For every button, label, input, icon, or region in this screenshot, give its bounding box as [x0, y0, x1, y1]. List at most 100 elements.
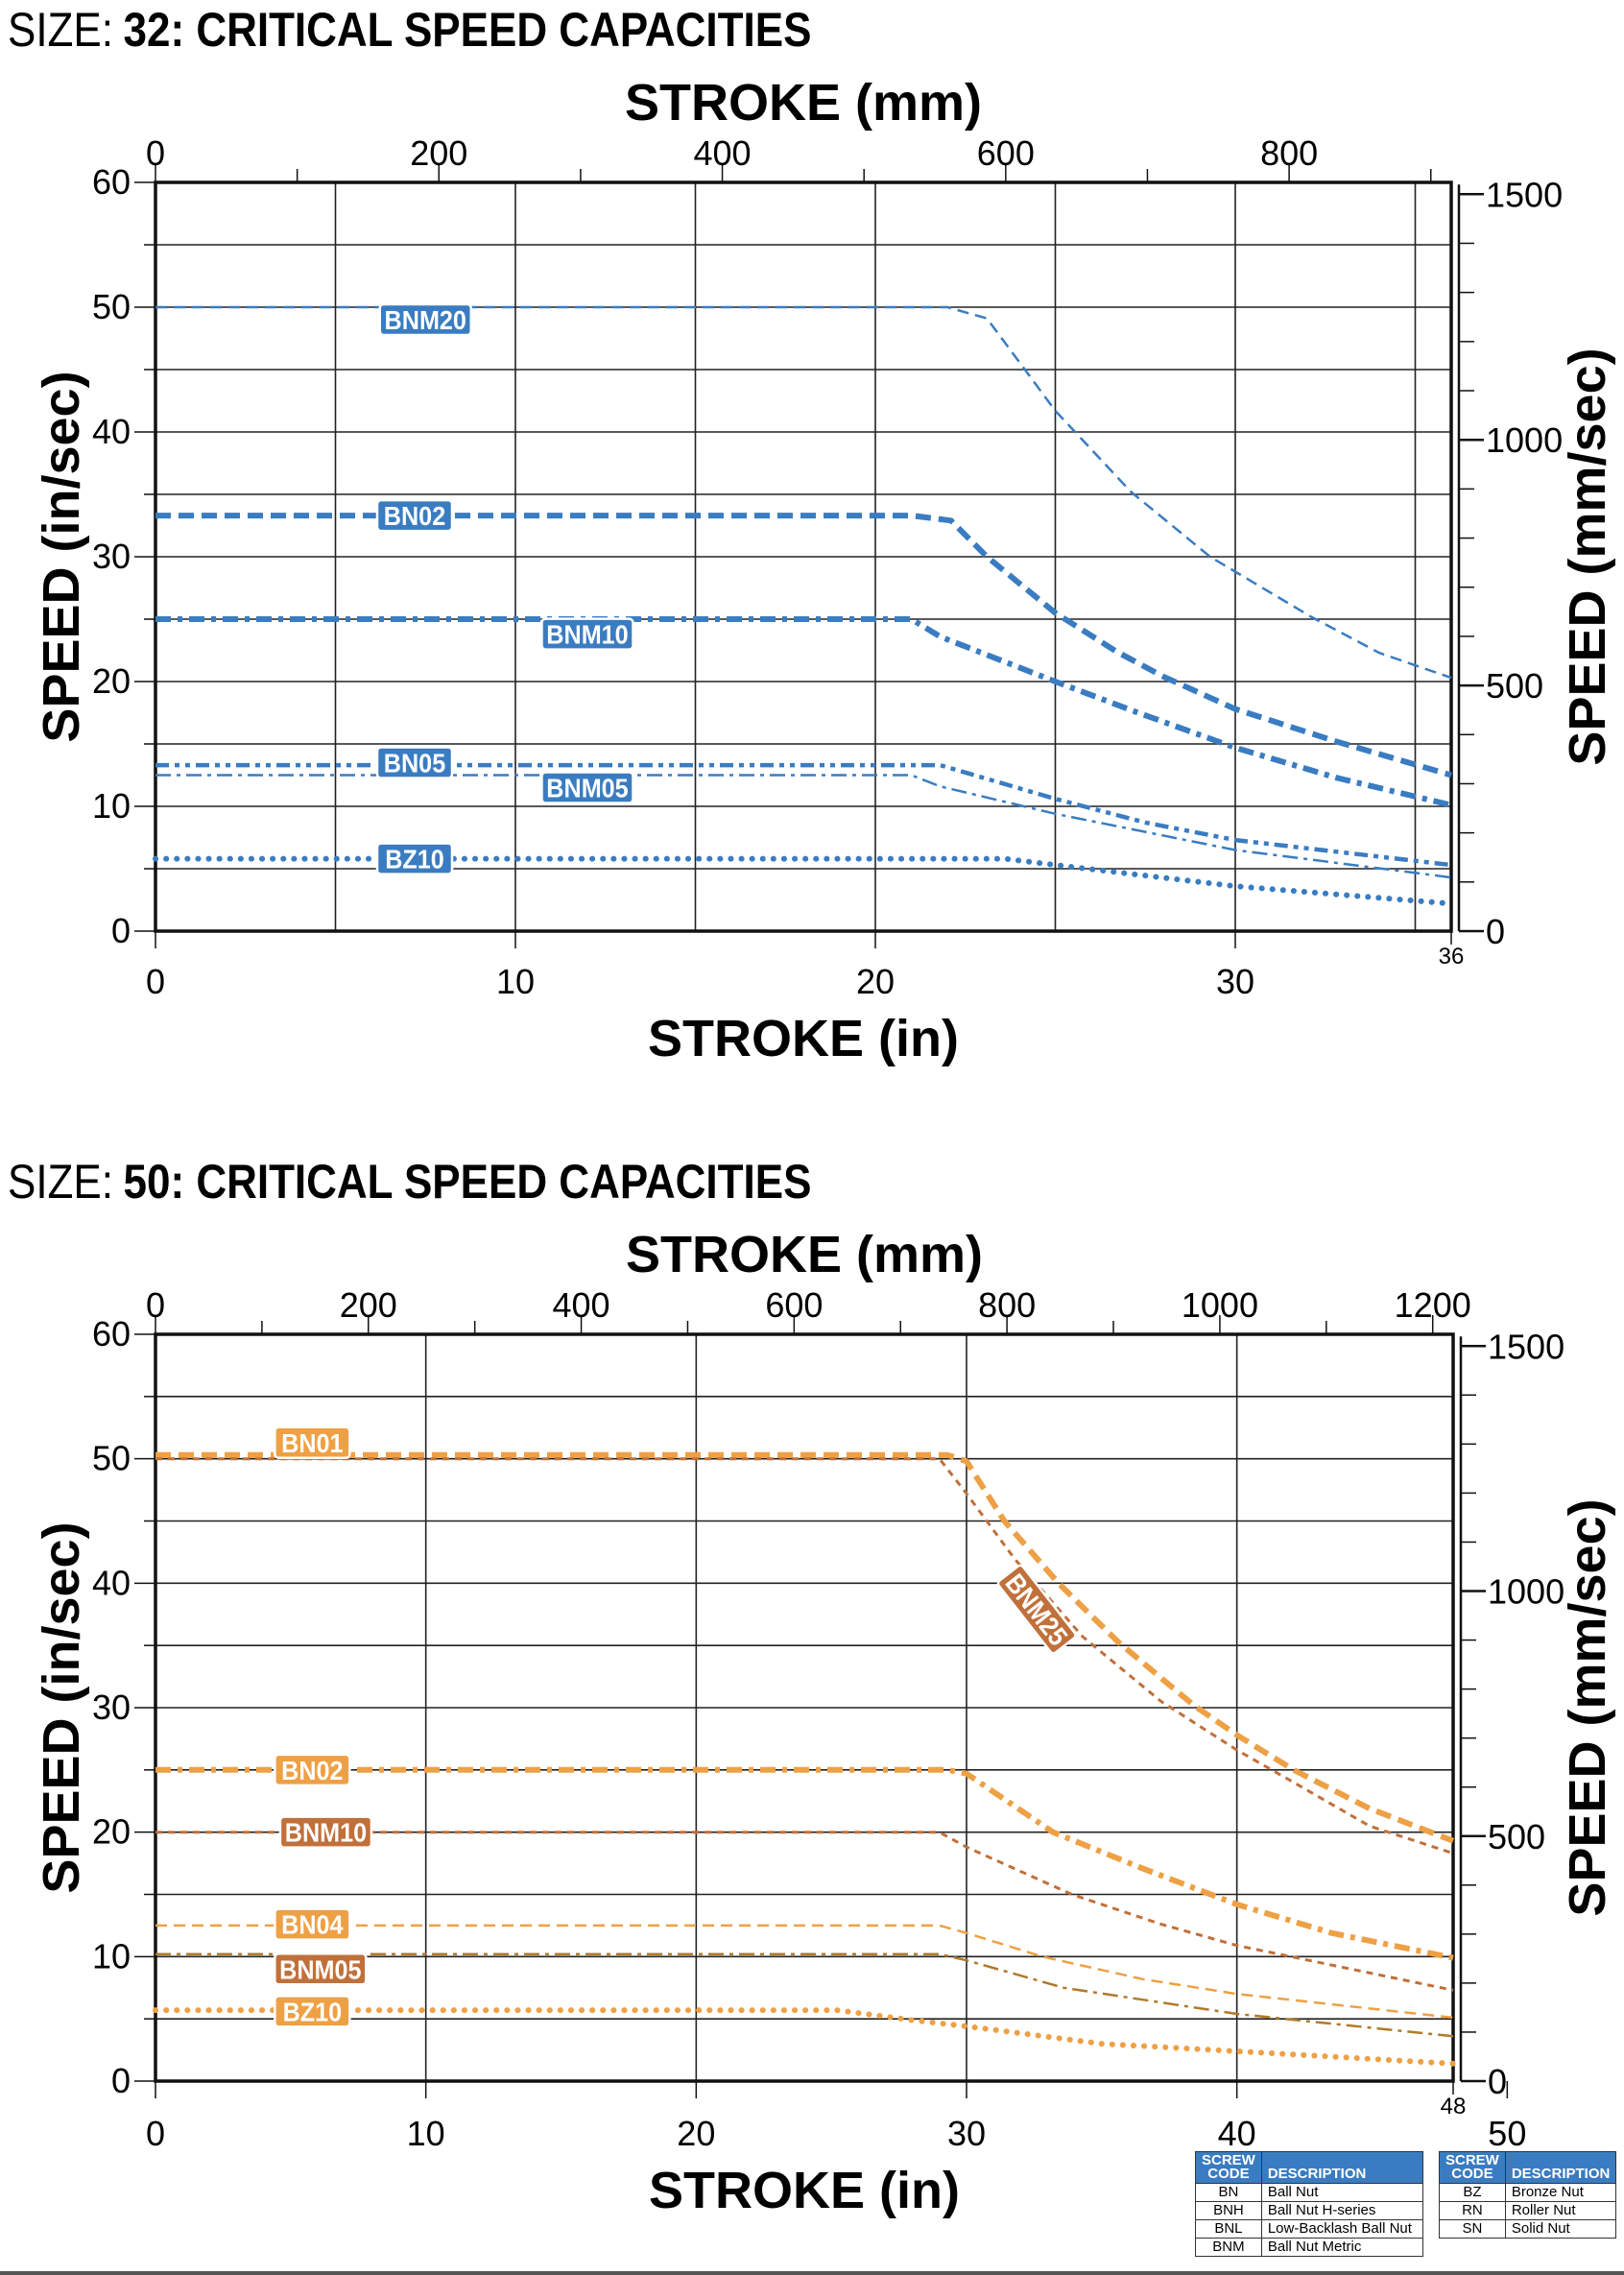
label-box [274, 1753, 351, 1787]
y-tick-label: 20 [92, 661, 131, 701]
series-line-bnm10 [155, 616, 1452, 808]
y-axis-title: SPEED (in/sec) [33, 371, 90, 742]
y-tick-label: 60 [92, 162, 131, 202]
label-box [996, 1564, 1077, 1655]
series-line-bn01 [155, 1451, 1455, 1844]
label-box [375, 842, 454, 875]
table-row: RN Roller Nut [1439, 2201, 1617, 2220]
x-end-tick-label: 48 [1441, 2094, 1467, 2119]
x-tick-label: 50 [1488, 2114, 1526, 2153]
series-label-bnm10: BNM10 [278, 1815, 373, 1849]
series-line-bnm05 [155, 774, 1452, 879]
y2-tick-label: 500 [1488, 1817, 1545, 1856]
y2-tick-label: 1500 [1488, 1327, 1564, 1366]
label-text: BN02 [281, 1756, 343, 1786]
header-description: DESCRIPTION [1260, 2151, 1424, 2184]
series-line-bnm10 [155, 1831, 1454, 1992]
label-text: BZ10 [385, 844, 444, 874]
description-cell: Bronze Nut [1504, 2183, 1617, 2202]
y2-axis-title: SPEED (mm/sec) [1559, 1498, 1616, 1916]
x2-tick-label: 400 [553, 1285, 610, 1325]
label-text: BN04 [281, 1909, 344, 1940]
y-tick-label: 30 [92, 537, 131, 576]
x2-tick-label: 200 [410, 133, 467, 173]
code-cell: BNL [1195, 2219, 1262, 2239]
x2-axis-title: STROKE (mm) [625, 74, 982, 132]
code-cell: BNH [1195, 2201, 1262, 2220]
series-label-bnm05: BNM05 [540, 771, 634, 804]
label-box [274, 1995, 351, 2028]
label-box [540, 617, 634, 651]
label-text: BN05 [384, 748, 446, 778]
y-tick-label: 50 [92, 1439, 131, 1478]
label-text: BNM05 [546, 773, 629, 803]
series-line-bn02 [155, 513, 1452, 778]
label-box [274, 1425, 351, 1460]
label-box [278, 1815, 373, 1849]
series-label-bn04: BN04 [274, 1907, 351, 1941]
chart-title: SIZE: 32: CRITICAL SPEED CAPACITIES [8, 2, 811, 56]
x-end-tick-label: 36 [1439, 944, 1465, 970]
table-row: SN Solid Nut [1439, 2219, 1617, 2239]
y2-tick-label: 1500 [1486, 175, 1563, 214]
x2-tick-label: 1000 [1182, 1285, 1258, 1325]
series-label-bnm05: BNM05 [274, 1952, 368, 1986]
x2-tick-label: 0 [146, 133, 165, 173]
title-prefix: SIZE: [8, 2, 113, 56]
series-label-bn01: BN01 [274, 1425, 351, 1460]
y-tick-label: 10 [92, 786, 131, 826]
chart-size-50: SIZE: 50: CRITICAL SPEED CAPACITIES 0 10 20 3… [8, 1154, 1616, 2219]
x2-tick-label: 800 [1260, 133, 1318, 173]
label-text: BNM25 [999, 1569, 1074, 1652]
description-cell: Roller Nut [1504, 2201, 1617, 2220]
code-cell: BZ [1439, 2183, 1506, 2202]
x2-tick-label: 0 [146, 1285, 165, 1325]
code-cell: BNM [1195, 2238, 1262, 2257]
series-label-bnm25: BNM25 [996, 1564, 1077, 1655]
series-label-bn02: BN02 [274, 1753, 351, 1787]
description-cell: Ball Nut H-series [1260, 2201, 1424, 2220]
description-cell: Solid Nut [1504, 2219, 1617, 2239]
label-text: BZ10 [283, 1997, 343, 2027]
y-tick-label: 20 [92, 1812, 131, 1852]
series-line-bz10 [153, 855, 1454, 907]
header-code: SCREW CODE [1439, 2151, 1506, 2184]
x2-tick-label: 400 [694, 133, 752, 173]
x-axis-title: STROKE (in) [648, 1010, 959, 1067]
x-tick-label: 0 [146, 962, 165, 1001]
x-tick-label: 20 [856, 962, 895, 1001]
screw-code-table-1: SCREW CODE DESCRIPTION BN Ball Nut BNH Ball… [1195, 2151, 1424, 2257]
series-label-bn02: BN02 [375, 498, 454, 533]
code-cell: BN [1195, 2183, 1262, 2202]
title-prefix: SIZE: [8, 1154, 113, 1208]
label-box [274, 1952, 368, 1986]
title-text: 32: CRITICAL SPEED CAPACITIES [124, 2, 812, 56]
label-box [540, 771, 634, 804]
screw-code-table-2: SCREW CODE DESCRIPTION BZ Bronze Nut RN Rol… [1439, 2151, 1617, 2239]
label-box [375, 498, 454, 533]
x2-tick-label: 1200 [1395, 1285, 1471, 1325]
x-tick-label: 30 [947, 2114, 986, 2153]
x2-tick-label: 600 [765, 1285, 823, 1325]
x-tick-label: 30 [1216, 962, 1254, 1001]
x2-tick-label: 800 [978, 1285, 1036, 1325]
table-row: BZ Bronze Nut [1439, 2183, 1617, 2202]
x-tick-label: 40 [1218, 2114, 1256, 2153]
code-cell: SN [1439, 2219, 1506, 2239]
series-line-bnm05 [155, 1952, 1454, 2038]
x2-tick-label: 600 [977, 133, 1035, 173]
description-cell: Ball Nut [1260, 2183, 1424, 2202]
label-text: BNM10 [285, 1817, 367, 1848]
table-row: BN Ball Nut [1195, 2183, 1424, 2202]
table-row: BNL Low-Backlash Ball Nut [1195, 2219, 1424, 2239]
title-text: 50: CRITICAL SPEED CAPACITIES [124, 1154, 812, 1208]
y2-axis-title: SPEED (mm/sec) [1559, 347, 1616, 765]
y2-tick-label: 1000 [1486, 420, 1563, 460]
label-box [375, 746, 454, 779]
series-label-bnm10: BNM10 [540, 617, 634, 651]
y-tick-label: 50 [92, 287, 131, 326]
x2-tick-label: 200 [340, 1285, 397, 1325]
series-label-bz10: BZ10 [274, 1995, 351, 2028]
chart-size-32: SIZE: 32: CRITICAL SPEED CAPACITIES 0 10 20 3… [8, 2, 1616, 1067]
